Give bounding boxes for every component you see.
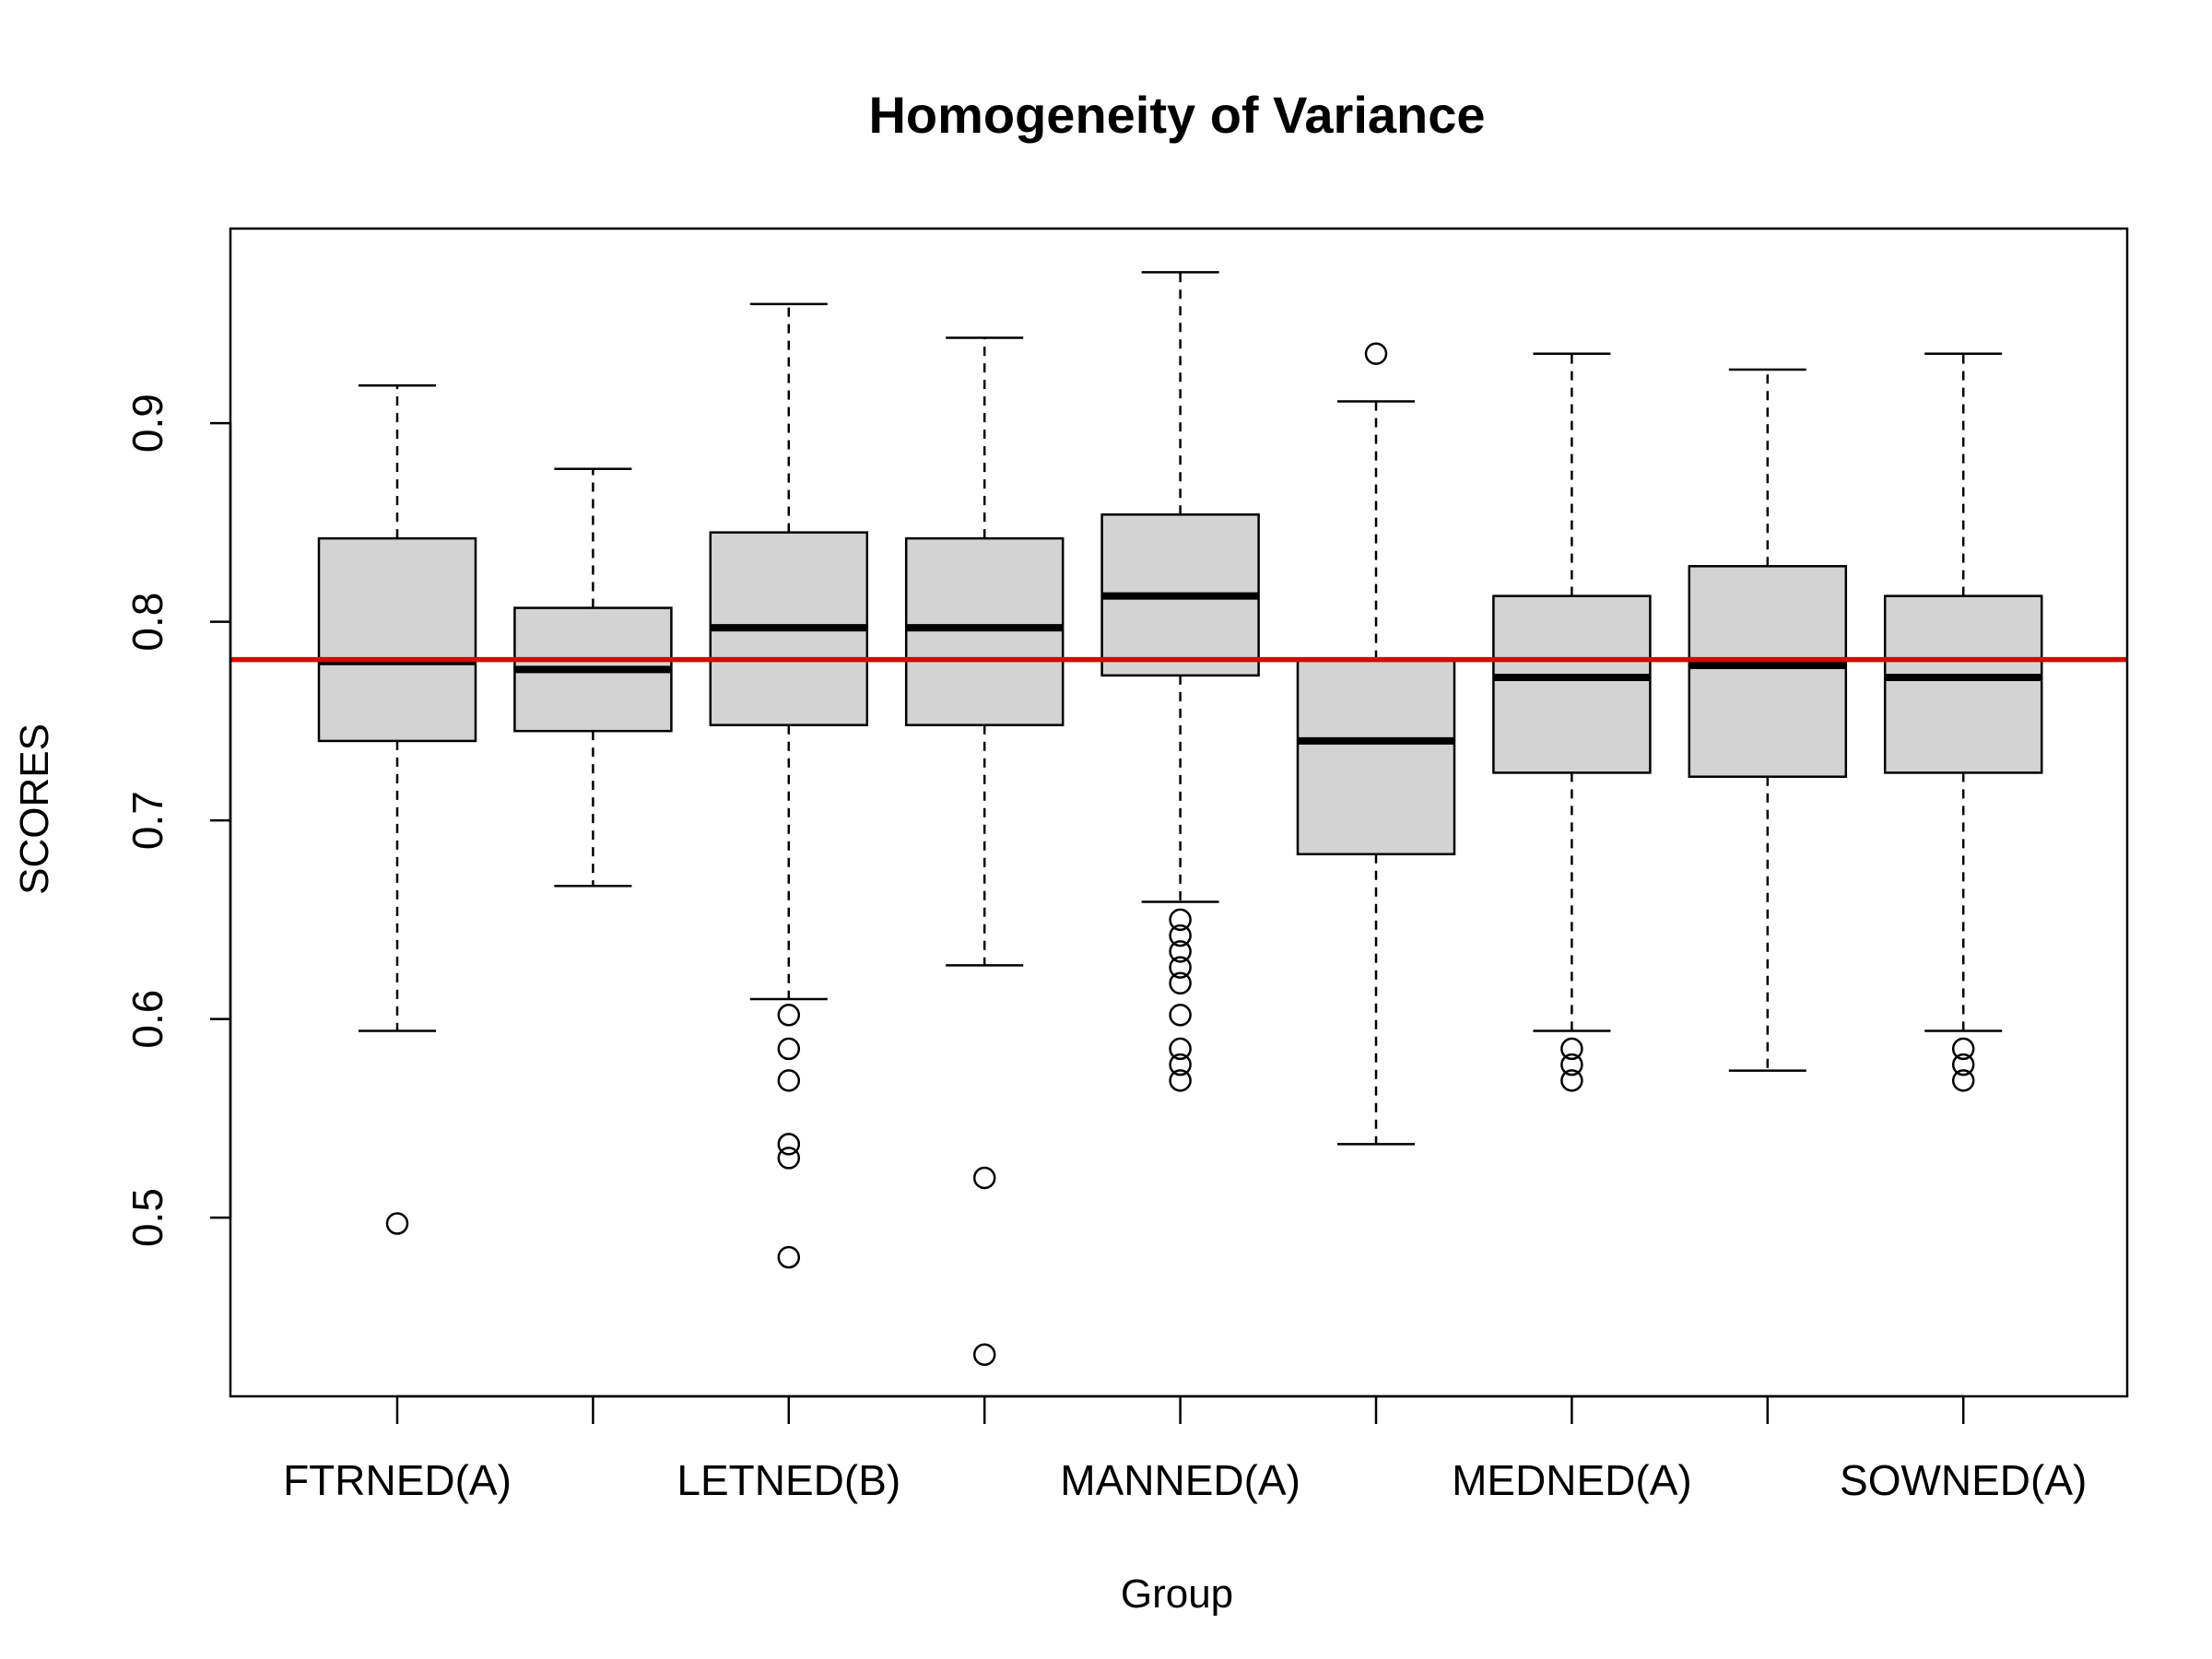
- box-group: [513, 467, 673, 888]
- box-group: [1296, 342, 1456, 1146]
- outlier-point: [777, 1004, 801, 1027]
- x-tick-label: MANNED(A): [1060, 1456, 1300, 1504]
- box-group: [1883, 352, 2043, 1092]
- plot-area: 0.5 0.6 0.7 0.8 0.9 FTRNED(A) LETNED(B) MANNED(…: [124, 271, 2127, 1504]
- x-axis-label: Group: [1121, 1571, 1233, 1617]
- chart-title: Homogeneity of Variance: [868, 86, 1485, 144]
- y-tick-label: 0.5: [124, 1188, 171, 1247]
- outlier-point: [777, 1037, 801, 1061]
- x-tick-label: MEDNED(A): [1452, 1456, 1692, 1504]
- outlier-point: [1169, 940, 1192, 963]
- outlier-point: [1560, 1069, 1583, 1092]
- box-group: [1492, 352, 1652, 1092]
- plot-frame: [229, 227, 2129, 1398]
- box-group: [709, 302, 869, 1269]
- x-tick-label: SOWNED(A): [1840, 1456, 2087, 1504]
- outlier-point: [1364, 342, 1388, 365]
- outlier-point: [777, 1133, 801, 1156]
- outlier-point: [1560, 1053, 1583, 1077]
- outlier-point: [777, 1069, 801, 1092]
- y-axis-label: SCORES: [12, 724, 57, 895]
- outlier-point: [1169, 1004, 1192, 1027]
- outlier-point: [1169, 908, 1192, 932]
- box: [1688, 565, 1848, 778]
- box-group: [317, 383, 477, 1235]
- y-tick-label: 0.7: [124, 791, 171, 850]
- outlier-point: [777, 1245, 801, 1269]
- y-tick-label: 0.9: [124, 394, 171, 453]
- outlier-point: [1169, 956, 1192, 979]
- box: [1492, 594, 1652, 774]
- box-group: [904, 336, 1065, 1366]
- outlier-point: [1169, 924, 1192, 947]
- outlier-point: [1169, 1069, 1192, 1092]
- x-tick-label: FTRNED(A): [283, 1456, 512, 1504]
- box: [1883, 594, 2043, 774]
- box-group: [1100, 271, 1260, 1092]
- outlier-point: [1951, 1069, 1975, 1092]
- box-group: [1688, 368, 1848, 1072]
- box: [904, 536, 1065, 726]
- outlier-point: [777, 1147, 801, 1170]
- outlier-point: [385, 1212, 409, 1235]
- outlier-point: [1560, 1037, 1583, 1061]
- y-tick-label: 0.8: [124, 593, 171, 652]
- x-tick-label: LETNED(B): [677, 1456, 900, 1504]
- y-tick-label: 0.6: [124, 990, 171, 1049]
- box: [1296, 658, 1456, 855]
- outlier-point: [1169, 1037, 1192, 1061]
- outlier-point: [1169, 971, 1192, 995]
- outlier-point: [1169, 1053, 1192, 1077]
- outlier-point: [972, 1166, 996, 1190]
- outlier-point: [1951, 1053, 1975, 1077]
- box: [317, 536, 477, 743]
- outlier-point: [1951, 1037, 1975, 1061]
- outlier-point: [972, 1343, 996, 1366]
